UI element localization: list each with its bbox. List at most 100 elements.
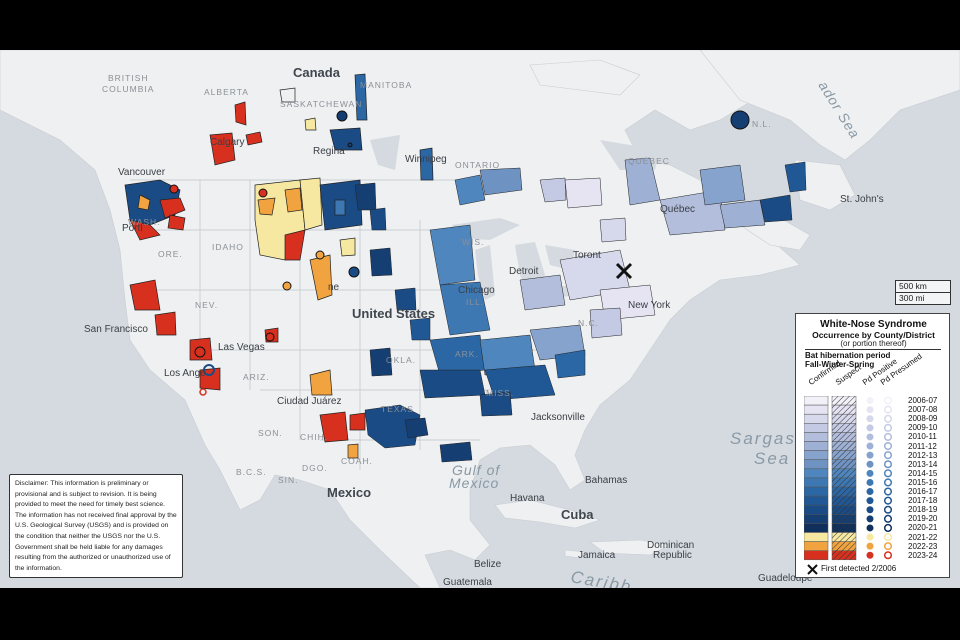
disclaimer-text: Disclaimer: This information is prelimin… [15,480,177,572]
swatch-pd-presumed [883,432,893,442]
svg-text:Chicago: Chicago [458,285,495,296]
swatch-pd-positive [866,506,874,514]
svg-text:N.C.: N.C. [578,318,599,328]
swatch-pd-positive [866,460,874,468]
svg-text:Portl: Portl [122,223,143,234]
swatch-pd-positive [866,451,874,459]
swatch-suspect-hatch [832,450,856,460]
legend-year-label: 2015-16 [908,477,938,487]
swatch-confirmed [804,459,829,470]
swatch-pd-presumed [883,460,893,469]
legend-year-label: 2020-21 [908,523,938,533]
svg-text:Québec: Québec [660,204,695,215]
swatch-confirmed [804,550,829,561]
svg-text:Winnipeg: Winnipeg [405,154,447,165]
svg-text:Los Ange: Los Ange [164,368,206,379]
legend-panel: White-Nose Syndrome Occurrence by County… [795,313,950,578]
svg-text:ORE.: ORE. [158,249,183,259]
svg-text:ALBERTA: ALBERTA [204,87,249,97]
swatch-suspect-hatch [832,541,856,551]
legend-year-label: 2018-19 [908,505,938,515]
swatch-pd-presumed [883,523,893,532]
swatch-confirmed [804,450,829,460]
first-detected-icon [807,564,818,575]
svg-text:Mexico: Mexico [449,475,499,491]
swatch-suspect-hatch [832,487,856,497]
svg-text:IDAHO: IDAHO [212,242,244,252]
swatch-suspect-hatch [832,459,856,469]
swatch-pd-positive [866,497,874,505]
svg-text:ONTARIO: ONTARIO [455,160,500,170]
swatch-pd-positive [866,415,874,423]
swatch-pd-presumed [883,533,893,542]
svg-text:Jamaica: Jamaica [578,550,616,561]
svg-text:BRITISH: BRITISH [108,73,149,83]
legend-year-label: 2013-14 [908,459,938,469]
land [0,50,960,588]
swatch-pd-presumed [883,505,893,514]
swatch-pd-presumed [883,551,893,560]
swatch-confirmed [804,432,829,442]
swatch-confirmed [804,423,829,433]
swatch-suspect-hatch [832,550,856,560]
swatch-suspect-hatch [832,523,856,533]
hibernation-line1: Bat hibernation period [805,351,891,360]
legend-year-label: 2017-18 [908,496,938,506]
svg-text:MANITOBA: MANITOBA [360,80,412,90]
svg-text:COLUMBIA: COLUMBIA [102,84,154,94]
swatch-suspect-hatch [832,441,856,451]
swatch-pd-presumed [883,423,893,432]
swatch-confirmed [804,413,829,424]
svg-text:ARK.: ARK. [455,349,479,359]
svg-text:Sea: Sea [754,449,790,468]
svg-text:Cuba: Cuba [561,507,594,522]
legend-year-label: 2022-23 [908,541,938,551]
swatch-confirmed [804,532,829,542]
svg-text:B.C.S.: B.C.S. [236,467,267,477]
svg-text:Belize: Belize [474,559,502,570]
svg-text:United States: United States [352,306,435,321]
legend-swatches [804,396,893,561]
swatch-confirmed [804,477,829,488]
swatch-pd-positive [866,524,874,532]
swatch-confirmed [804,495,829,506]
disclaimer-box: Disclaimer: This information is prelimin… [9,474,183,578]
svg-text:QUÉBEC: QUÉBEC [628,156,670,166]
swatch-confirmed [804,468,829,479]
svg-text:SASKATCHEWAN: SASKATCHEWAN [280,99,362,109]
legend-subtitle2: (or portion thereof) [840,339,907,348]
svg-text:MISS.: MISS. [486,388,514,398]
legend-year-label: 2016-17 [908,487,938,496]
swatch-pd-positive [866,478,874,486]
swatch-pd-presumed [883,478,893,487]
svg-text:Toront: Toront [573,250,601,261]
svg-text:WIS.: WIS. [462,237,484,247]
svg-text:WASH.: WASH. [128,217,161,227]
swatch-pd-positive [866,488,874,496]
swatch-suspect-hatch [832,505,856,515]
svg-text:Jacksonville: Jacksonville [531,412,585,423]
svg-text:Vancouver: Vancouver [118,167,166,178]
svg-text:Ciudad Juárez: Ciudad Juárez [277,396,341,407]
swatch-suspect-hatch [832,468,856,478]
scale-km: 500 km [895,280,951,293]
legend-year-label: 2019-20 [908,514,938,524]
wns-occurrence-map[interactable]: Canada United States Mexico BRITISH COLU… [0,50,960,588]
swatch-pd-presumed [883,405,893,414]
svg-text:Bahamas: Bahamas [585,475,627,486]
swatch-pd-presumed [883,414,893,423]
swatch-confirmed [804,441,829,451]
swatch-pd-presumed [883,451,893,460]
svg-text:Republic: Republic [653,550,692,561]
scale-bar: 500 km 300 mi [895,280,951,305]
county-polygons-west [124,73,434,459]
legend-year-label: 2010-11 [908,432,937,442]
svg-text:Havana: Havana [510,493,545,504]
swatch-pd-positive [866,397,874,405]
svg-text:Detroit: Detroit [509,266,539,277]
svg-text:Mexico: Mexico [327,485,371,500]
svg-text:SON.: SON. [258,428,283,438]
svg-text:CHIH.: CHIH. [300,432,328,442]
scale-mi: 300 mi [895,293,951,305]
svg-text:TEXAS: TEXAS [381,404,414,414]
